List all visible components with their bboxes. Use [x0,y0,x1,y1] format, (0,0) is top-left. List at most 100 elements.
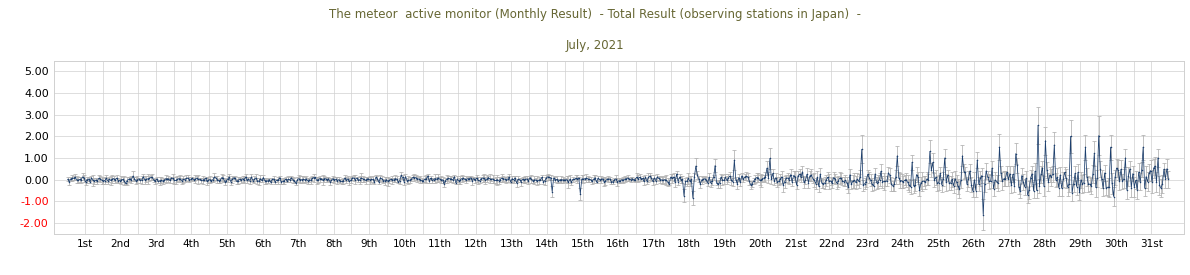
Point [750,178,769,182]
Point [684,175,703,179]
Point [287,181,306,185]
Point [544,176,563,180]
Point [369,180,388,184]
Point [559,180,578,185]
Point [345,177,364,182]
Point [111,178,130,183]
Point [106,178,125,183]
Point [821,179,840,183]
Point [244,178,263,183]
Point [907,172,926,177]
Point [344,176,363,180]
Point [734,177,753,182]
Point [641,176,660,180]
Point [353,177,372,181]
Point [426,176,445,181]
Point [687,164,706,168]
Point [452,176,471,181]
Point [769,179,788,183]
Point [820,179,839,183]
Point [844,179,863,183]
Point [511,177,530,182]
Point [1144,166,1163,170]
Point [870,177,889,182]
Point [589,176,608,180]
Point [953,153,972,158]
Point [1059,182,1078,186]
Point [150,179,169,183]
Point [273,179,292,183]
Point [295,178,314,182]
Point [356,178,375,183]
Point [208,177,227,182]
Point [841,182,860,187]
Point [245,177,264,182]
Point [967,158,987,162]
Point [615,177,634,181]
Point [124,174,143,178]
Point [1154,167,1173,171]
Point [868,180,887,185]
Point [713,178,732,182]
Point [311,177,330,181]
Point [737,174,756,178]
Point [1077,175,1096,179]
Point [532,175,551,180]
Point [665,180,684,185]
Point [133,175,152,179]
Point [457,177,476,182]
Point [499,177,518,181]
Point [459,177,478,181]
Point [922,168,941,172]
Point [803,177,822,181]
Point [65,175,84,179]
Point [887,175,906,179]
Point [658,180,677,184]
Point [1014,180,1033,184]
Point [403,175,422,180]
Point [916,180,935,185]
Point [835,178,854,183]
Point [424,177,443,182]
Point [783,180,802,184]
Point [1095,171,1114,175]
Point [218,177,237,181]
Point [591,177,610,182]
Point [464,176,483,181]
Point [188,177,207,182]
Point [94,178,113,183]
Point [168,177,187,182]
Point [832,176,851,180]
Point [1052,186,1071,190]
Point [173,178,192,183]
Point [1040,173,1059,177]
Point [512,179,531,184]
Point [217,178,236,183]
Point [998,177,1017,182]
Point [408,177,427,181]
Point [772,175,791,179]
Point [337,178,356,183]
Point [572,177,591,181]
Point [275,179,294,183]
Point [276,177,295,182]
Point [891,178,910,183]
Point [343,176,362,180]
Point [808,175,827,180]
Point [1007,152,1026,156]
Point [669,179,688,184]
Point [381,177,400,182]
Point [96,176,115,180]
Point [1083,172,1102,177]
Point [1104,194,1123,199]
Point [242,175,261,179]
Point [269,178,288,183]
Point [212,175,231,180]
Point [522,177,541,182]
Point [718,178,737,182]
Point [1061,134,1081,139]
Point [306,175,325,180]
Point [384,178,403,182]
Point [610,179,630,183]
Point [416,177,436,181]
